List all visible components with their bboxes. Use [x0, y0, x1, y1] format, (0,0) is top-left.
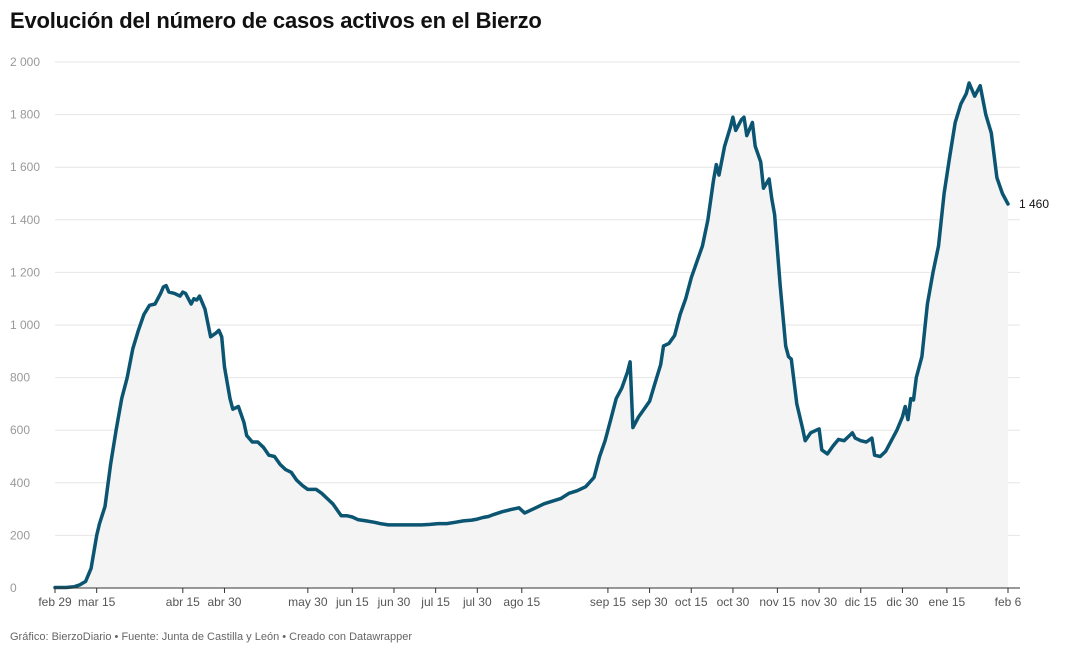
x-tick-label: feb 29 [38, 595, 72, 609]
x-tick-label: dic 30 [886, 595, 918, 609]
chart-footer: Gráfico: BierzoDiario • Fuente: Junta de… [10, 631, 413, 643]
x-axis: feb 29 mar 15 abr 15 abr 30 may 30 jun 15 jun … [38, 588, 1022, 609]
x-tick-label: nov 15 [759, 595, 795, 609]
y-axis: 0 200 400 600 800 1 000 1 200 1 400 1 600 1 800 2 … [10, 55, 40, 595]
y-tick-label: 0 [10, 581, 17, 595]
x-tick-label: sep 30 [632, 595, 668, 609]
y-tick-label: 1 800 [10, 108, 40, 122]
y-tick-label: 200 [10, 528, 30, 542]
x-tick-label: oct 30 [717, 595, 750, 609]
y-tick-label: 800 [10, 371, 30, 385]
y-tick-label: 1 000 [10, 318, 40, 332]
y-tick-label: 2 000 [10, 55, 40, 69]
chart-title: Evolución del número de casos activos en… [10, 8, 542, 33]
y-tick-label: 1 200 [10, 265, 40, 279]
y-tick-label: 1 400 [10, 213, 40, 227]
y-tick-label: 400 [10, 476, 30, 490]
last-value-label: 1 460 [1019, 197, 1049, 211]
x-tick-label: nov 30 [801, 595, 837, 609]
x-tick-label: abr 30 [207, 595, 241, 609]
y-tick-label: 1 600 [10, 160, 40, 174]
x-tick-label: dic 15 [845, 595, 877, 609]
y-tick-label: 600 [10, 423, 30, 437]
x-tick-label: oct 15 [675, 595, 708, 609]
x-tick-label: ago 15 [503, 595, 540, 609]
x-tick-label: jun 30 [377, 595, 411, 609]
x-tick-label: may 30 [288, 595, 328, 609]
x-tick-label: jun 15 [335, 595, 369, 609]
series-area [55, 83, 1008, 588]
x-tick-label: feb 6 [995, 595, 1022, 609]
x-tick-label: ene 15 [929, 595, 966, 609]
x-tick-label: sep 15 [590, 595, 626, 609]
x-tick-label: mar 15 [78, 595, 116, 609]
x-tick-label: jul 15 [420, 595, 450, 609]
x-tick-label: abr 15 [166, 595, 200, 609]
x-tick-label: jul 30 [462, 595, 492, 609]
series-line [53, 81, 1010, 590]
